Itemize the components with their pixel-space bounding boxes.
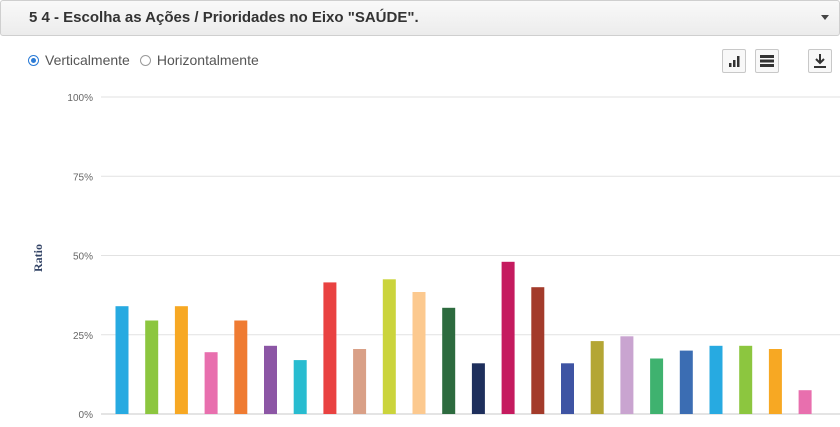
bar[interactable] bbox=[323, 282, 337, 414]
y-tick-label: 25% bbox=[73, 331, 93, 342]
bar[interactable] bbox=[264, 345, 277, 414]
bar[interactable] bbox=[382, 279, 396, 414]
table-icon bbox=[760, 55, 774, 67]
bar[interactable] bbox=[293, 360, 307, 414]
question-header[interactable]: 5 4 - Escolha as Ações / Prioridades no … bbox=[0, 0, 840, 36]
bar[interactable] bbox=[501, 261, 515, 414]
question-title: 5 4 - Escolha as Ações / Prioridades no … bbox=[29, 9, 419, 26]
bar[interactable] bbox=[709, 345, 723, 414]
radio-horizontal-label[interactable]: Horizontalmente bbox=[156, 52, 259, 68]
y-tick-label: 50% bbox=[73, 252, 93, 263]
table-button[interactable] bbox=[755, 49, 779, 73]
bar[interactable] bbox=[174, 306, 188, 414]
bar[interactable] bbox=[798, 390, 812, 414]
bar-chart-button[interactable] bbox=[722, 49, 746, 73]
bar[interactable] bbox=[204, 352, 218, 414]
bar[interactable] bbox=[471, 363, 485, 414]
bar[interactable] bbox=[768, 349, 782, 414]
bar[interactable] bbox=[145, 320, 159, 415]
y-axis-label: Ratio bbox=[31, 244, 45, 272]
chevron-down-icon[interactable] bbox=[821, 15, 829, 20]
bar[interactable] bbox=[739, 345, 753, 414]
orientation-options: Verticalmente Horizontalmente bbox=[28, 52, 269, 68]
bar[interactable] bbox=[412, 292, 426, 414]
radio-horizontal[interactable] bbox=[139, 54, 151, 66]
bar[interactable] bbox=[234, 320, 248, 415]
download-button[interactable] bbox=[808, 49, 832, 73]
bar[interactable] bbox=[561, 363, 574, 414]
radio-vertical-label[interactable]: Verticalmente bbox=[45, 52, 130, 68]
bar[interactable] bbox=[531, 287, 545, 414]
bar[interactable] bbox=[353, 349, 367, 414]
y-tick-label: 75% bbox=[73, 172, 93, 183]
bar-chart-icon bbox=[729, 56, 740, 67]
download-icon bbox=[814, 54, 826, 68]
y-tick-label: 0% bbox=[79, 410, 94, 421]
bar[interactable] bbox=[442, 307, 456, 414]
bar[interactable] bbox=[620, 336, 634, 414]
y-tick-label: 100% bbox=[67, 93, 93, 104]
bar[interactable] bbox=[590, 341, 604, 414]
bar[interactable] bbox=[115, 306, 129, 414]
radio-vertical[interactable] bbox=[28, 54, 39, 66]
bar[interactable] bbox=[679, 350, 693, 414]
bar[interactable] bbox=[650, 358, 664, 415]
